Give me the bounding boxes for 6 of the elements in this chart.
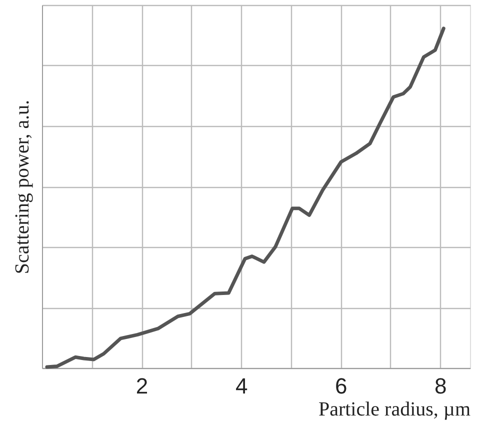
x-tick-label: 4 bbox=[235, 374, 248, 398]
y-axis-title: Scattering power, a.u. bbox=[12, 100, 34, 274]
x-axis-title: Particle radius, µm bbox=[318, 398, 471, 420]
x-tick-label: 2 bbox=[136, 374, 148, 398]
x-tick-label: 8 bbox=[434, 374, 447, 398]
x-tick-label: 6 bbox=[334, 374, 348, 398]
